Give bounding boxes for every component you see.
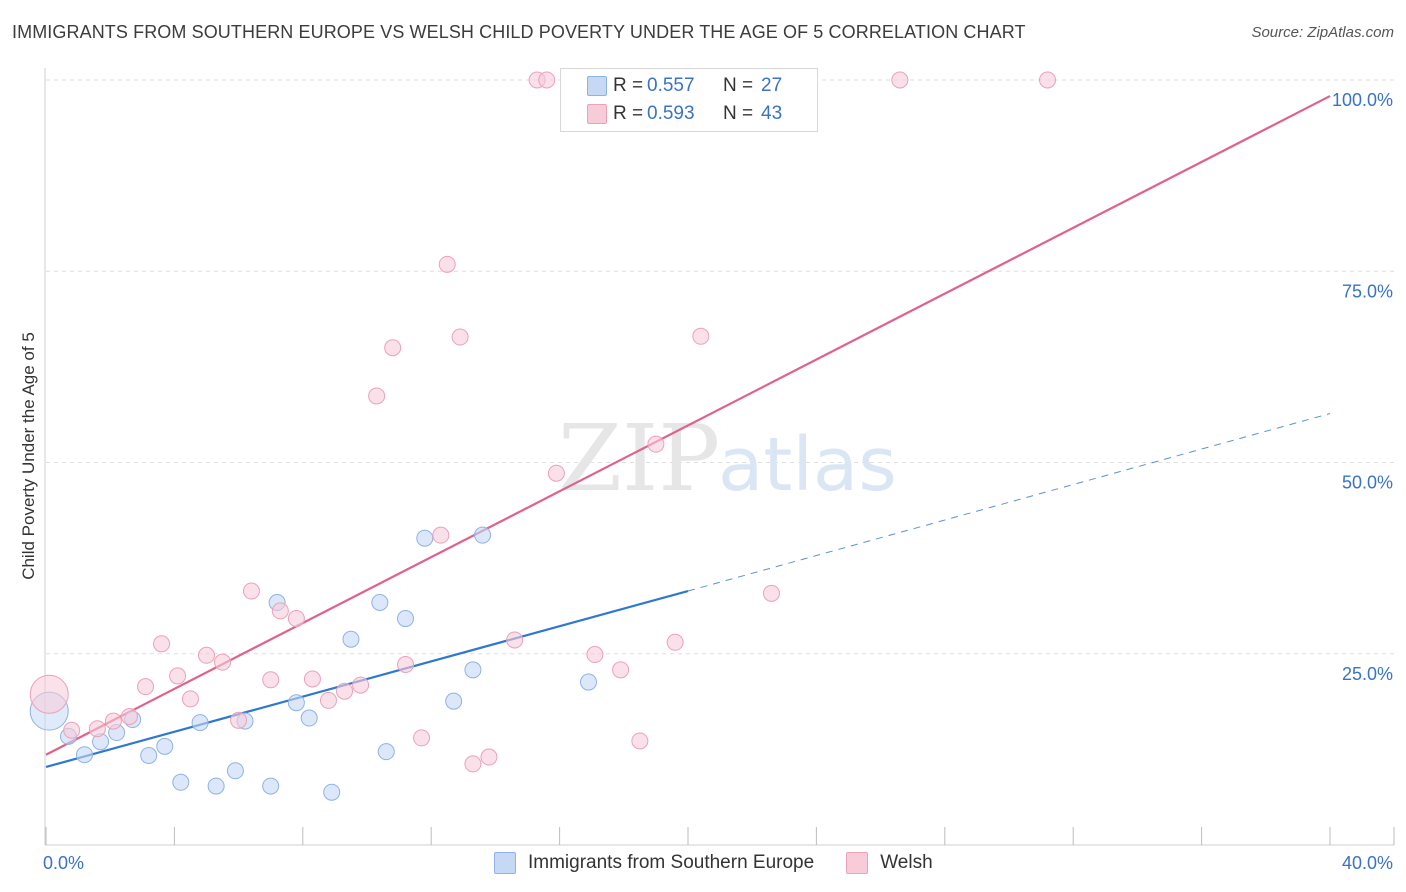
data-point-southern-europe: [172, 773, 190, 791]
legend-n-value: 27: [761, 75, 783, 96]
x-tick-label-max: 40.0%: [1342, 853, 1393, 873]
data-point-welsh: [547, 464, 565, 482]
data-point-welsh: [762, 584, 780, 602]
data-point-welsh: [368, 387, 386, 405]
data-point-welsh: [104, 712, 122, 730]
data-point-welsh: [230, 711, 248, 729]
data-point-southern-europe: [207, 777, 225, 795]
data-point-welsh: [413, 729, 431, 747]
data-point-welsh: [451, 328, 469, 346]
data-point-welsh: [287, 610, 305, 628]
source-label: Source: ZipAtlas.com: [1251, 24, 1394, 41]
y-tick-label: 25.0%: [1342, 664, 1393, 684]
data-point-southern-europe: [262, 777, 280, 795]
y-axis-label: Child Poverty Under the Age of 5: [19, 332, 38, 580]
data-point-welsh: [438, 255, 456, 273]
data-point-welsh: [891, 71, 909, 89]
legend-swatch-pink: [587, 104, 607, 124]
y-tick-label: 100.0%: [1332, 90, 1393, 110]
data-point-southern-europe: [397, 610, 415, 628]
data-point-welsh: [692, 327, 710, 345]
data-point-southern-europe: [342, 630, 360, 648]
data-point-welsh: [631, 732, 649, 750]
data-point-welsh: [271, 602, 289, 620]
series-legend: Immigrants from Southern Europe Welsh: [494, 852, 965, 874]
x-tick-label-min: 0.0%: [43, 853, 84, 873]
data-point-welsh: [647, 435, 665, 453]
data-point-southern-europe: [416, 529, 434, 547]
data-point-welsh: [63, 721, 81, 739]
data-point-southern-europe: [579, 673, 597, 691]
data-point-southern-europe: [140, 746, 158, 764]
data-point-southern-europe: [300, 709, 318, 727]
data-point-welsh: [432, 526, 450, 544]
data-point-southern-europe: [377, 743, 395, 761]
data-point-welsh: [352, 676, 370, 694]
legend-item-welsh[interactable]: Welsh: [846, 852, 933, 874]
data-point-southern-europe: [226, 762, 244, 780]
data-point-southern-europe: [445, 692, 463, 710]
data-point-welsh: [586, 646, 604, 664]
data-point-welsh: [198, 646, 215, 664]
data-point-welsh: [612, 661, 630, 679]
data-point-welsh: [1039, 71, 1057, 89]
legend-n-label: N =: [723, 75, 754, 96]
data-point-welsh: [181, 690, 199, 708]
legend-r-label: R =: [613, 75, 644, 96]
trend-line-welsh: [45, 95, 1331, 756]
data-point-welsh: [29, 674, 69, 714]
y-tick-label: 50.0%: [1342, 473, 1393, 493]
legend-item-southern-europe[interactable]: Immigrants from Southern Europe: [494, 852, 814, 874]
legend-row-welsh: R = 0.593 N = 43: [587, 101, 783, 127]
legend-r-label: R =: [613, 103, 644, 124]
correlation-legend: R = 0.557 N = 27 R = 0.593 N = 43: [560, 68, 818, 132]
data-point-welsh: [169, 667, 187, 685]
data-point-welsh: [88, 720, 106, 738]
data-point-welsh: [464, 755, 482, 773]
legend-label: Immigrants from Southern Europe: [528, 852, 815, 873]
legend-swatch-pink: [846, 852, 869, 874]
point-layer: [29, 71, 1057, 801]
data-point-welsh: [397, 655, 415, 673]
data-point-welsh: [384, 339, 402, 357]
legend-r-value: 0.593: [647, 103, 695, 124]
data-point-welsh: [120, 707, 138, 725]
data-point-welsh: [666, 633, 684, 651]
grid-layer: 25.0% 50.0% 75.0% 100.0%: [46, 79, 1394, 684]
legend-n-value: 43: [761, 103, 783, 124]
legend-label: Welsh: [880, 852, 933, 873]
data-point-welsh: [137, 678, 155, 696]
legend-swatch-blue: [494, 852, 516, 874]
data-point-welsh: [153, 635, 171, 653]
watermark-atlas: atlas: [718, 422, 897, 508]
data-point-southern-europe: [323, 783, 341, 801]
chart-title: IMMIGRANTS FROM SOUTHERN EUROPE VS WELSH…: [12, 22, 1026, 42]
legend-n-label: N =: [723, 103, 754, 124]
data-point-southern-europe: [156, 737, 174, 755]
trend-line-southern-europe: [45, 589, 689, 769]
data-point-welsh: [303, 670, 321, 688]
legend-r-value: 0.557: [647, 75, 695, 96]
data-point-welsh: [506, 631, 524, 649]
data-point-welsh: [319, 691, 337, 709]
trend-layer: [45, 95, 1331, 769]
data-point-southern-europe: [76, 746, 94, 764]
legend-swatch-blue: [587, 76, 607, 96]
data-point-southern-europe: [464, 661, 482, 679]
data-point-welsh: [336, 682, 354, 700]
data-point-welsh: [480, 748, 498, 766]
data-point-welsh: [538, 71, 556, 89]
data-point-welsh: [262, 671, 280, 689]
data-point-welsh: [242, 582, 260, 600]
data-point-southern-europe: [371, 593, 389, 611]
data-point-southern-europe: [287, 694, 305, 712]
y-tick-label: 75.0%: [1342, 281, 1393, 301]
data-point-welsh: [214, 653, 232, 671]
data-point-southern-europe: [474, 526, 492, 544]
data-point-southern-europe: [191, 714, 209, 732]
legend-row-southern-europe: R = 0.557 N = 27: [587, 73, 783, 99]
